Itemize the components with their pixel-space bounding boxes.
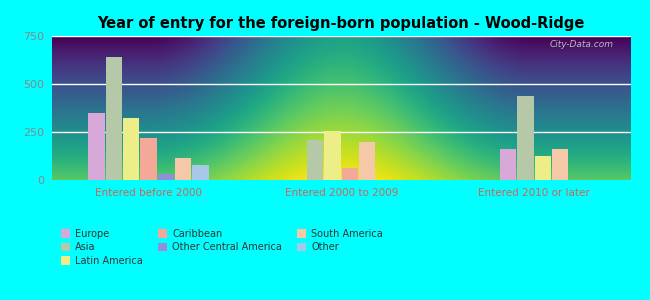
- Bar: [192, 165, 209, 180]
- Bar: [140, 138, 157, 180]
- Bar: [359, 142, 376, 180]
- Bar: [307, 140, 324, 180]
- Bar: [324, 131, 341, 180]
- Bar: [123, 118, 139, 180]
- Bar: [517, 95, 534, 180]
- Bar: [342, 167, 358, 180]
- Legend: Europe, Asia, Latin America, Caribbean, Other Central America, South America, Ot: Europe, Asia, Latin America, Caribbean, …: [57, 225, 387, 270]
- Text: City-Data.com: City-Data.com: [549, 40, 613, 49]
- Bar: [534, 156, 551, 180]
- Bar: [105, 57, 122, 180]
- Bar: [500, 149, 516, 180]
- Bar: [157, 174, 174, 180]
- Bar: [88, 113, 105, 180]
- Title: Year of entry for the foreign-born population - Wood-Ridge: Year of entry for the foreign-born popul…: [98, 16, 585, 31]
- Bar: [175, 158, 191, 180]
- Bar: [552, 149, 568, 180]
